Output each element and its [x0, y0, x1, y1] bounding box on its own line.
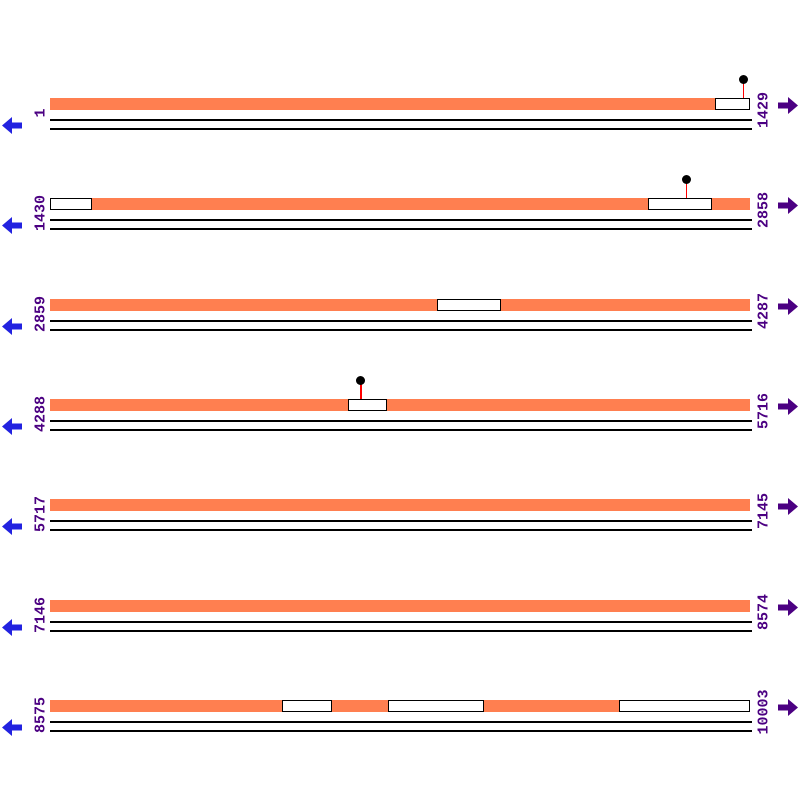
sequence-line [50, 730, 752, 732]
arrow-left-icon [2, 418, 22, 435]
row-end-coordinate: 7145 [755, 492, 773, 530]
empty-segment [437, 299, 501, 311]
empty-segment [619, 700, 750, 712]
row-end-coordinate: 1429 [755, 91, 773, 129]
row-start-coordinate: 2859 [32, 295, 50, 333]
arrow-right-icon [778, 599, 798, 616]
arrow-right-icon [778, 97, 798, 114]
scroll-left-button[interactable] [2, 619, 22, 636]
scroll-left-button[interactable] [2, 518, 22, 535]
row-end-coordinate: 2858 [755, 191, 773, 229]
feature-segment [50, 399, 349, 411]
empty-segment [348, 399, 387, 411]
scroll-left-button[interactable] [2, 719, 22, 736]
feature-segment [50, 499, 750, 511]
lollipop-pin-icon [739, 74, 749, 84]
sequence-line [50, 329, 752, 331]
feature-track [50, 600, 750, 612]
arrow-right-icon [778, 298, 798, 315]
feature-segment [50, 98, 715, 110]
row-start-coordinate: 1430 [32, 194, 50, 232]
scroll-left-button[interactable] [2, 117, 22, 134]
sequence-line [50, 721, 752, 723]
lollipop-pin-icon [356, 375, 366, 385]
scroll-right-button[interactable] [778, 398, 798, 415]
empty-segment [50, 198, 92, 210]
feature-segment [92, 198, 648, 210]
feature-track [50, 399, 750, 411]
arrow-left-icon [2, 619, 22, 636]
feature-track [50, 299, 750, 311]
scroll-right-button[interactable] [778, 498, 798, 515]
row-end-coordinate: 8574 [755, 593, 773, 631]
empty-segment [388, 700, 484, 712]
marker-stem [685, 182, 688, 198]
row-end-coordinate: 10003 [755, 689, 773, 735]
arrow-right-icon [778, 197, 798, 214]
feature-segment [484, 700, 620, 712]
row-start-coordinate: 5717 [32, 495, 50, 533]
arrow-left-icon [2, 217, 22, 234]
sequence-line [50, 630, 752, 632]
feature-segment [50, 700, 282, 712]
sequence-line [50, 429, 752, 431]
scroll-right-button[interactable] [778, 97, 798, 114]
feature-segment [332, 700, 389, 712]
feature-segment [712, 198, 750, 210]
feature-segment [386, 399, 750, 411]
scroll-left-button[interactable] [2, 318, 22, 335]
empty-segment [715, 98, 750, 110]
arrow-right-icon [778, 398, 798, 415]
sequence-line [50, 128, 752, 130]
sequence-line [50, 420, 752, 422]
scroll-right-button[interactable] [778, 599, 798, 616]
sequence-line [50, 219, 752, 221]
scroll-right-button[interactable] [778, 197, 798, 214]
row-start-coordinate: 7146 [32, 596, 50, 634]
sequence-line [50, 621, 752, 623]
sequence-line [50, 228, 752, 230]
row-start-coordinate: 4288 [32, 395, 50, 433]
feature-segment [50, 600, 750, 612]
scroll-right-button[interactable] [778, 699, 798, 716]
sequence-line [50, 520, 752, 522]
row-end-coordinate: 4287 [755, 292, 773, 330]
lollipop-pin-icon [681, 174, 691, 184]
row-start-coordinate: 1 [32, 108, 50, 118]
feature-segment [50, 299, 438, 311]
sequence-line [50, 529, 752, 531]
feature-track [50, 499, 750, 511]
marker-stem [360, 383, 362, 399]
empty-segment [281, 700, 333, 712]
feature-track [50, 198, 750, 210]
arrow-left-icon [2, 518, 22, 535]
feature-segment [500, 299, 750, 311]
feature-track [50, 700, 750, 712]
row-end-coordinate: 5716 [755, 392, 773, 430]
arrow-right-icon [778, 699, 798, 716]
arrow-left-icon [2, 318, 22, 335]
row-start-coordinate: 8575 [32, 696, 50, 734]
arrow-left-icon [2, 117, 22, 134]
empty-segment [647, 198, 713, 210]
arrow-left-icon [2, 719, 22, 736]
scroll-left-button[interactable] [2, 217, 22, 234]
marker-stem [742, 82, 745, 98]
feature-track [50, 98, 750, 110]
scroll-right-button[interactable] [778, 298, 798, 315]
sequence-line [50, 119, 752, 121]
scroll-left-button[interactable] [2, 418, 22, 435]
sequence-line [50, 320, 752, 322]
arrow-right-icon [778, 498, 798, 515]
